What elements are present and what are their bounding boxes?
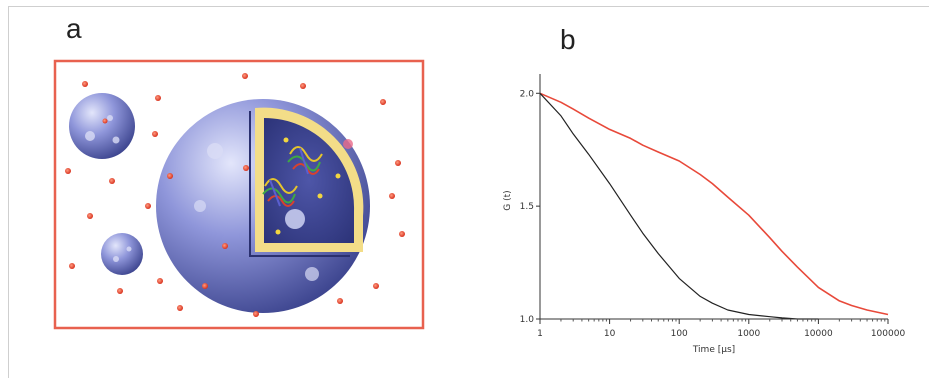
panel-label-b: b — [560, 24, 576, 55]
correlation-chart: 1 10 100 1000 10000 100000 1.0 1.5 2.0 Time [µs… — [503, 74, 906, 355]
figure-frame — [8, 6, 929, 378]
series-line-2 — [539, 92, 819, 320]
vesicle-illustration — [53, 59, 425, 330]
x-tick-label: 10000 — [804, 329, 833, 339]
x-tick-label: 100 — [671, 329, 688, 339]
y-tick-label: 1.0 — [520, 315, 535, 325]
protein-cluster-2 — [287, 146, 323, 175]
x-tick-label: 100000 — [871, 329, 906, 339]
plot-area — [539, 92, 889, 320]
free-dye-molecules — [65, 73, 405, 317]
protein-cluster-1 — [262, 178, 298, 207]
small-vesicle-2 — [101, 233, 143, 275]
panel-label-a: a — [66, 13, 82, 44]
x-axis-label: Time [µs] — [692, 345, 735, 355]
x-tick-label: 1000 — [737, 329, 760, 339]
y-tick-label: 2.0 — [520, 89, 535, 99]
x-tick-label: 10 — [604, 329, 616, 339]
y-axis-label: G (t) — [503, 190, 513, 210]
series-line-1 — [539, 92, 889, 316]
x-tick-label: 1 — [537, 329, 543, 339]
large-vesicle-cutaway — [156, 99, 370, 313]
y-tick-label: 1.5 — [520, 202, 534, 212]
small-vesicle-1 — [69, 93, 135, 159]
